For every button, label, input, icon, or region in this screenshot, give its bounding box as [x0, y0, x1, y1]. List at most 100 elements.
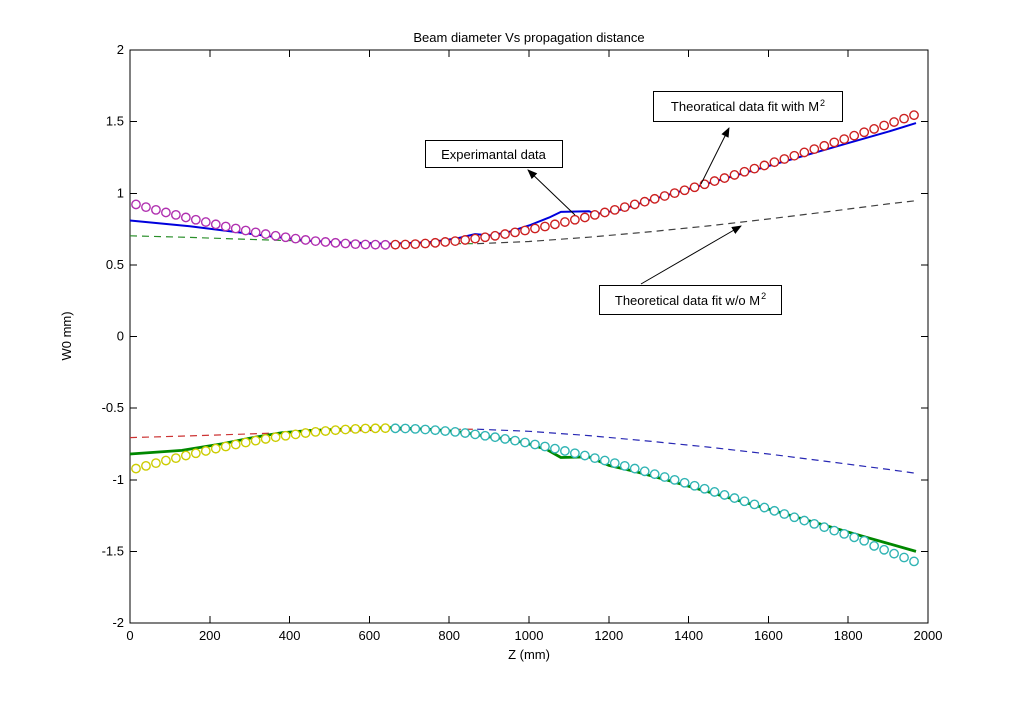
series-fit-with-m2-lower-right-marker [599, 455, 610, 466]
series-fit-with-m2-lower-left-marker [141, 460, 151, 471]
x-tick-label: 0 [126, 628, 133, 643]
series-fit-with-m2-lower-left-marker [300, 428, 311, 438]
series-fit-with-m2-lower-right-marker [879, 544, 890, 555]
series-fit-without-m2-upper-right [477, 200, 917, 245]
series-fit-with-m2-lower-right-marker [859, 535, 870, 546]
series-fit-with-m2-lower-left-marker [240, 437, 251, 448]
series-fit-with-m2-lower-right-marker [530, 439, 540, 450]
series-fit-with-m2-upper-left-marker [131, 199, 141, 210]
series-fit-with-m2-lower-right-marker [769, 505, 780, 516]
series-fit-with-m2-upper-right-marker [839, 134, 850, 145]
series-fit-with-m2-lower-right-marker [510, 435, 520, 446]
series-fit-with-m2-upper-right-marker [510, 227, 520, 238]
series-fit-with-m2-lower-right-marker [839, 528, 850, 539]
series-fit-with-m2-upper-right-marker [560, 217, 570, 227]
series-fit-with-m2-upper-right-marker [779, 154, 790, 164]
series-fit-with-m2-upper-right-marker [889, 117, 899, 127]
y-axis-label: W0 mm) [59, 311, 74, 360]
series-fit-with-m2-upper-right-marker [490, 230, 500, 241]
series-fit-with-m2-upper-left-marker [380, 239, 391, 250]
x-tick-label: 1600 [754, 628, 783, 643]
series-fit-with-m2-lower-right-marker [669, 474, 680, 485]
series-fit-with-m2-lower-right-marker [749, 499, 760, 510]
x-tick-label: 200 [199, 628, 221, 643]
annotation-arrow-0 [527, 169, 576, 216]
series-fit-with-m2-lower-right-marker [809, 518, 820, 529]
x-tick-label: 1400 [674, 628, 703, 643]
series-fit-with-m2-upper-right-marker [829, 137, 840, 148]
series-fit-with-m2-lower-right-marker [540, 441, 550, 452]
series-fit-with-m2-upper-left-marker [310, 236, 321, 246]
series-fit-with-m2-lower-left-marker [310, 427, 321, 437]
x-tick-label: 1000 [515, 628, 544, 643]
series-fit-with-m2-upper-right-marker [500, 229, 510, 239]
series-fit-with-m2-lower-left-marker [350, 423, 361, 434]
series-fit-with-m2-upper-right-marker [899, 113, 909, 124]
series-fit-with-m2-upper-right-marker [450, 236, 461, 246]
series-fit-with-m2-upper-left-marker [210, 219, 221, 230]
series-fit-with-m2-upper-left-marker [370, 239, 381, 250]
series-fit-with-m2-upper-left-marker [270, 230, 281, 241]
series-fit-with-m2-upper-left-marker [320, 237, 331, 247]
series-fit-with-m2-upper-right-marker [729, 170, 740, 180]
x-tick-label: 400 [279, 628, 301, 643]
series-fit-with-m2-lower-right-marker [500, 434, 510, 444]
x-tick-label: 2000 [914, 628, 943, 643]
series-fit-with-m2-lower-left-marker [270, 432, 281, 443]
series-fit-with-m2-lower-right-marker [550, 443, 560, 454]
series-fit-with-m2-lower-right-marker [390, 423, 401, 434]
series-fit-with-m2-lower-left-marker [340, 424, 351, 435]
series-fit-with-m2-lower-right-marker [699, 483, 710, 494]
series-fit-with-m2-lower-right-marker [889, 548, 899, 559]
series-fit-with-m2-upper-right-marker [410, 239, 421, 250]
series-fit-with-m2-upper-right-marker [679, 185, 690, 196]
series-fit-with-m2-upper-right-marker [400, 239, 411, 250]
series-fit-with-m2-upper-right-marker [859, 127, 870, 138]
series-fit-with-m2-upper-right-marker [669, 188, 680, 199]
series-fit-with-m2-lower-left-marker [161, 455, 171, 466]
series-fit-with-m2-lower-right-marker [709, 487, 720, 497]
series-fit-with-m2-upper-right-marker [520, 225, 530, 236]
series-fit-with-m2-upper-right-marker [569, 214, 580, 225]
series-fit-with-m2-lower-right-marker [450, 427, 461, 437]
series-fit-with-m2-upper-left-marker [260, 229, 271, 239]
series-fit-with-m2-lower-right-marker [679, 477, 690, 488]
series-fit-with-m2-lower-right-marker [739, 496, 750, 507]
y-tick-label: 1 [117, 185, 124, 200]
series-fit-with-m2-upper-right-marker [480, 232, 491, 243]
series-fit-with-m2-lower-left-marker [151, 458, 161, 469]
series-fit-with-m2-upper-left-marker [340, 238, 351, 249]
series-fit-with-m2-upper-left-marker [141, 202, 151, 213]
series-fit-with-m2-lower-left-marker [320, 426, 331, 436]
series-fit-with-m2-lower-right-marker [869, 541, 880, 551]
series-fit-with-m2-lower-left-marker [260, 434, 271, 444]
x-tick-label: 800 [438, 628, 460, 643]
series-fit-with-m2-upper-left-marker [200, 217, 211, 227]
series-fit-with-m2-upper-left-marker [330, 237, 341, 248]
annotation-experimental-data: Experimantal data [425, 140, 563, 168]
series-fit-with-m2-lower-right-marker [420, 424, 431, 435]
series-fit-with-m2-lower-right-marker [779, 509, 790, 519]
series-fit-with-m2-upper-right-marker [579, 212, 590, 223]
series-fit-with-m2-upper-left-marker [290, 233, 301, 244]
series-fit-with-m2-upper-right-marker [659, 191, 670, 201]
series-fit-with-m2-lower-right-marker [659, 472, 670, 482]
annotation-fit-with-m2-label: Theoratical data fit with M [670, 99, 820, 114]
series-fit-with-m2-upper-left-marker [161, 207, 171, 218]
series-fit-with-m2-upper-right-marker [639, 196, 650, 207]
series-fit-with-m2-upper-right-marker [619, 202, 630, 213]
series-fit-with-m2-lower-left-marker [170, 453, 181, 464]
y-tick-label: 2 [117, 42, 124, 57]
series-fit-with-m2-upper-right-marker [849, 130, 860, 141]
series-fit-with-m2-lower-left-marker [200, 446, 211, 456]
series-fit-with-m2-lower-right-marker [470, 429, 481, 440]
series-fit-with-m2-upper-right-marker [589, 209, 600, 220]
y-tick-label: -2 [112, 615, 124, 630]
series-fit-with-m2-lower-left-marker [210, 443, 221, 454]
series-fit-with-m2-lower-left-marker [380, 423, 391, 434]
series-fit-with-m2-lower-right-marker [480, 430, 491, 441]
annotation-fit-without-m2-label: Theoretical data fit w/o M [614, 292, 761, 308]
